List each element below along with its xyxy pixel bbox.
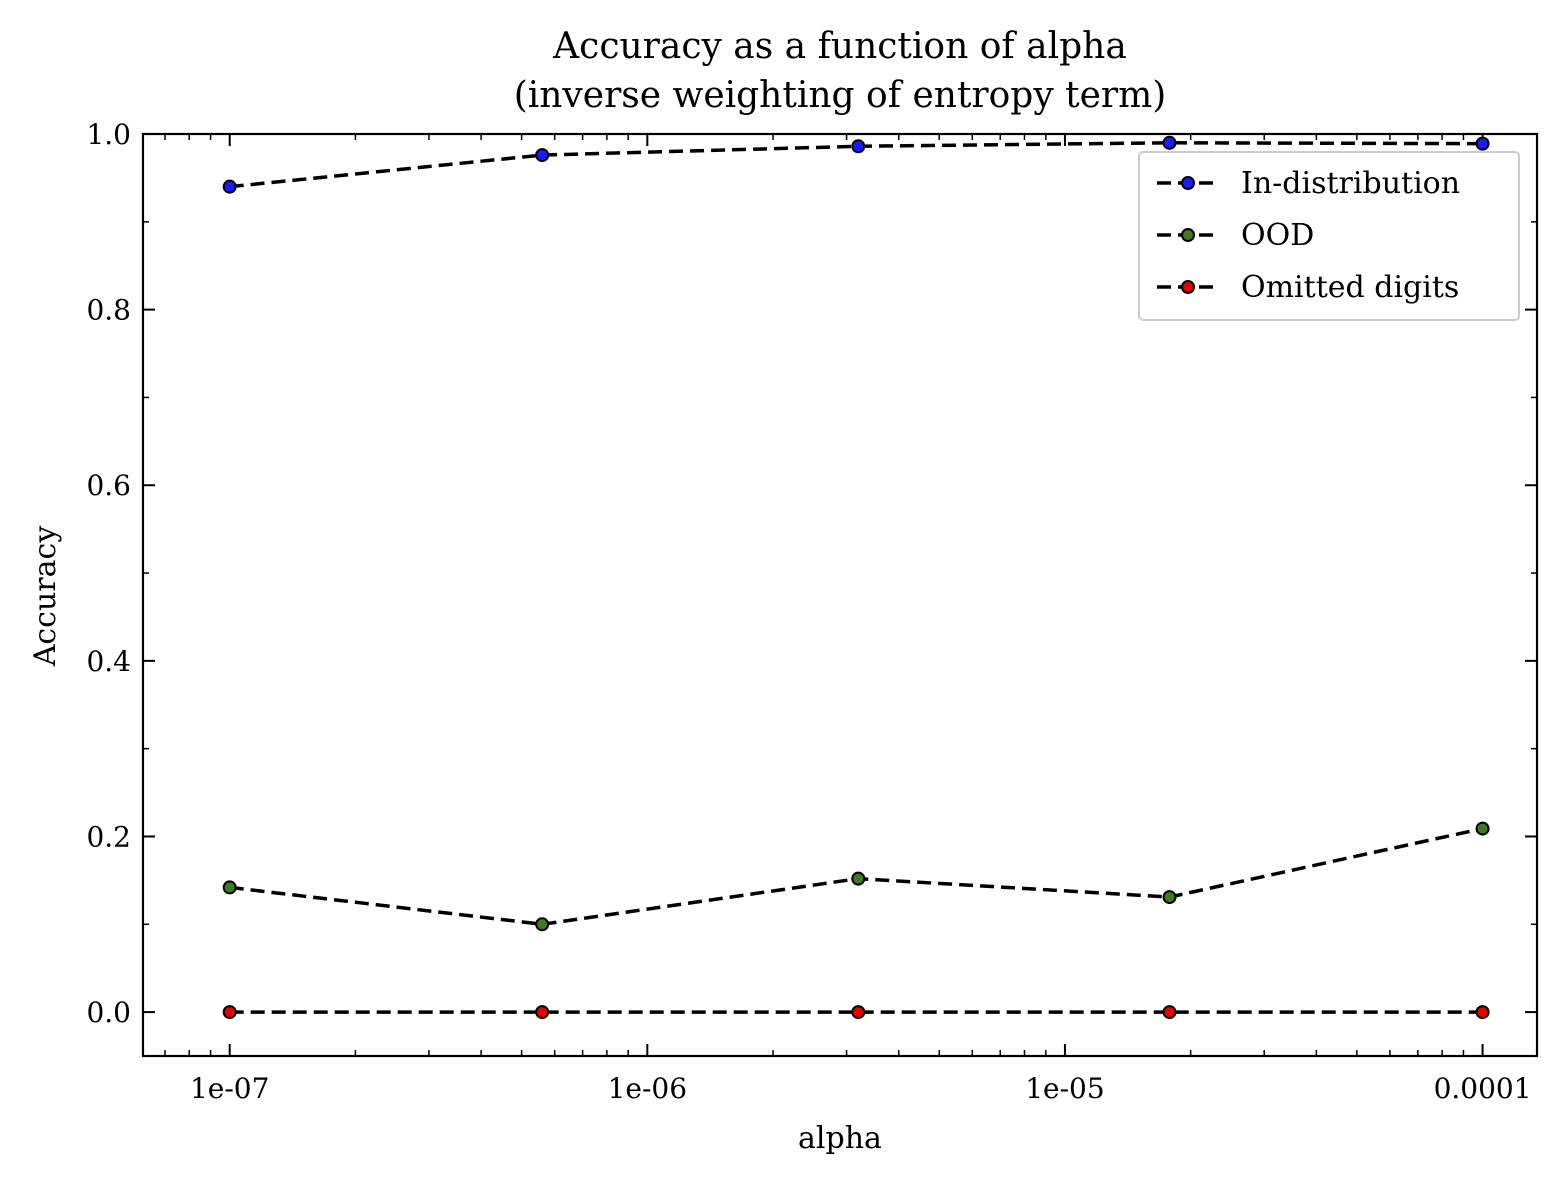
data-point (222, 1005, 237, 1020)
y-tick-label: 0.4 (86, 645, 131, 678)
y-tick-label: 0.0 (86, 996, 131, 1029)
legend-label: In-distribution (1241, 166, 1460, 201)
x-tick-label: 1e-06 (608, 1072, 687, 1105)
data-point (1162, 135, 1177, 150)
chart-title: Accuracy as a function of alpha (inverse… (514, 26, 1167, 116)
x-tick-label: 0.0001 (1434, 1072, 1532, 1105)
data-point (851, 871, 866, 886)
legend: In-distribution OOD Omitted digits (1138, 151, 1520, 321)
data-point (1475, 821, 1490, 836)
legend-marker (1181, 228, 1195, 242)
legend-label: OOD (1241, 218, 1314, 253)
chart-title-line-2: (inverse weighting of entropy term) (514, 75, 1167, 116)
data-point (851, 139, 866, 154)
x-tick-label: 1e-05 (1025, 1072, 1104, 1105)
data-point (222, 179, 237, 194)
y-axis-label: Accuracy (28, 526, 63, 668)
data-point (1162, 890, 1177, 905)
legend-label: Omitted digits (1241, 270, 1459, 305)
legend-box (1138, 151, 1520, 321)
data-point (535, 148, 550, 163)
y-tick-label: 0.8 (86, 294, 131, 327)
data-point (1162, 1005, 1177, 1020)
data-point (535, 917, 550, 932)
chart-title-line-1: Accuracy as a function of alpha (552, 26, 1127, 67)
y-tick-label: 1.0 (86, 118, 131, 151)
data-point (851, 1005, 866, 1020)
legend-marker (1181, 280, 1195, 294)
plot-frame (141, 132, 1539, 1058)
y-tick-label: 0.2 (86, 820, 131, 853)
y-tick-label: 0.6 (86, 469, 131, 502)
plot-area: 0.0 0.2 0.4 0.6 0.8 1.0 1e-07 1e-06 1e-05 0.0001 (86, 118, 1539, 1105)
data-point (535, 1005, 550, 1020)
legend-marker (1181, 176, 1195, 190)
x-tick-label: 1e-07 (190, 1072, 269, 1105)
data-point (1475, 136, 1490, 151)
data-point (222, 880, 237, 895)
data-series (222, 135, 1490, 1020)
x-axis-label: alpha (798, 1121, 882, 1156)
data-point (1475, 1005, 1490, 1020)
